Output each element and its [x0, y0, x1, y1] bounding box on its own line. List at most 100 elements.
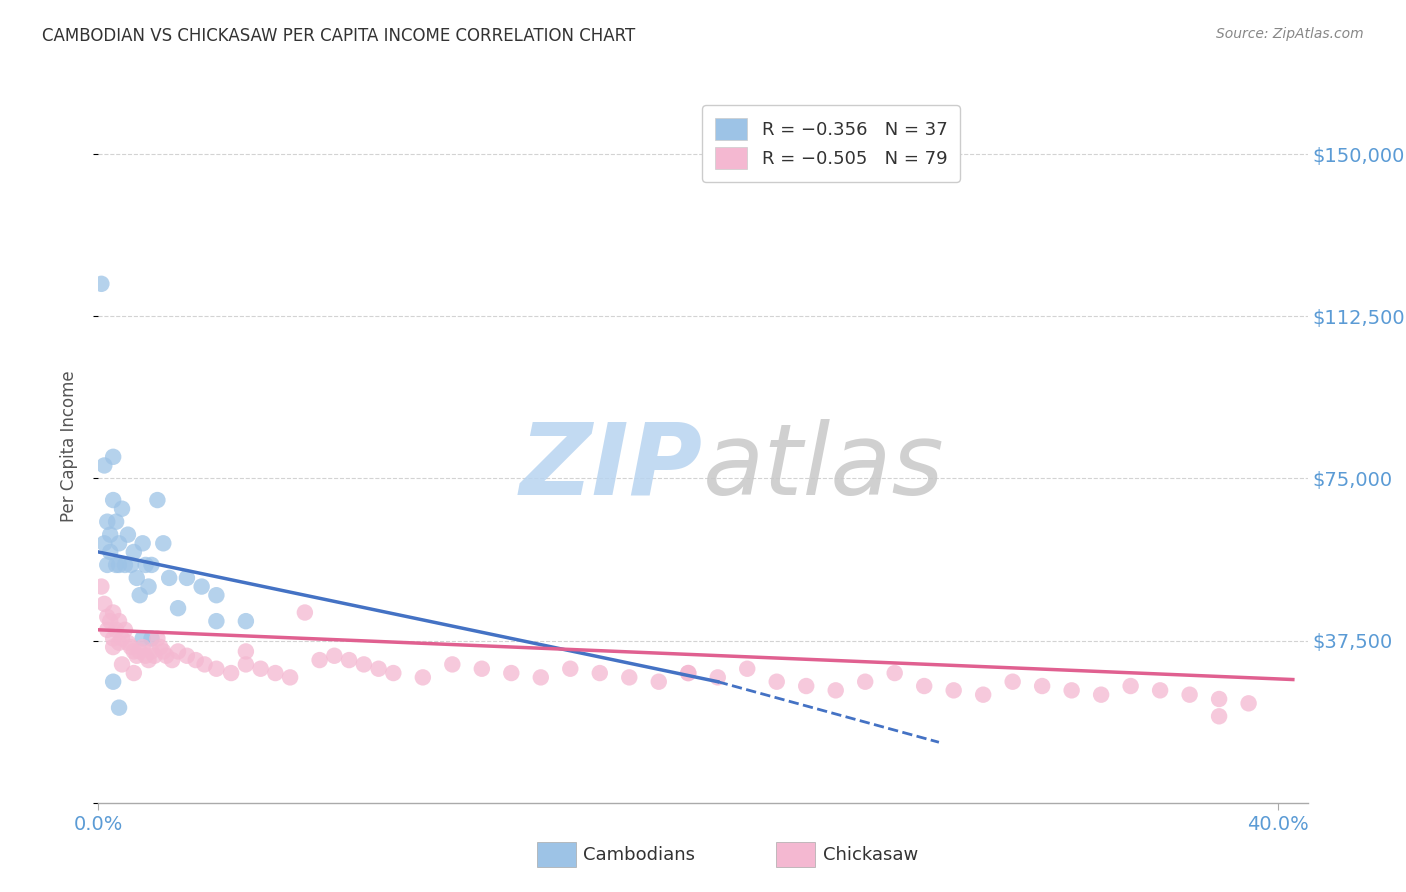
Point — [146, 493, 169, 508]
Point — [149, 640, 172, 654]
Point — [249, 662, 271, 676]
Point — [90, 580, 112, 594]
Point — [167, 644, 190, 658]
Point — [560, 662, 582, 676]
Point — [412, 670, 434, 684]
Point — [105, 515, 128, 529]
Point — [101, 450, 124, 464]
Point — [157, 571, 180, 585]
Point — [530, 670, 553, 684]
Point — [264, 666, 287, 681]
Point — [111, 501, 134, 516]
Point — [125, 648, 148, 663]
Point — [93, 458, 115, 473]
Point — [1060, 683, 1083, 698]
Point — [114, 623, 136, 637]
Point — [205, 588, 228, 602]
Point — [101, 632, 124, 646]
Point — [128, 644, 150, 658]
Point — [152, 644, 174, 658]
Point — [122, 644, 145, 658]
Point — [108, 614, 131, 628]
Point — [108, 636, 131, 650]
Point — [1208, 692, 1230, 706]
Point — [942, 683, 965, 698]
Point — [155, 648, 177, 663]
Point — [353, 657, 375, 672]
Text: CAMBODIAN VS CHICKASAW PER CAPITA INCOME CORRELATION CHART: CAMBODIAN VS CHICKASAW PER CAPITA INCOME… — [42, 27, 636, 45]
Point — [108, 536, 131, 550]
Point — [1001, 674, 1024, 689]
Point — [122, 545, 145, 559]
Point — [853, 674, 876, 689]
Point — [912, 679, 935, 693]
Point — [765, 674, 787, 689]
Point — [101, 674, 124, 689]
Point — [1208, 709, 1230, 723]
Point — [972, 688, 994, 702]
Point — [98, 527, 121, 541]
Point — [883, 666, 905, 681]
Point — [101, 493, 124, 508]
Point — [678, 666, 700, 681]
Point — [794, 679, 817, 693]
Text: ZIP: ZIP — [520, 419, 703, 516]
Point — [308, 653, 330, 667]
Point — [131, 640, 153, 654]
Point — [101, 606, 124, 620]
Point — [96, 558, 118, 572]
Point — [382, 666, 405, 681]
Point — [678, 666, 700, 681]
Point — [141, 558, 163, 572]
Point — [131, 536, 153, 550]
Point — [120, 640, 142, 654]
Point — [117, 527, 139, 541]
Point — [111, 632, 134, 646]
Point — [190, 580, 212, 594]
Point — [93, 536, 115, 550]
Point — [294, 606, 316, 620]
Point — [278, 670, 301, 684]
Point — [135, 648, 157, 663]
Point — [143, 648, 166, 663]
Text: Source: ZipAtlas.com: Source: ZipAtlas.com — [1216, 27, 1364, 41]
Point — [619, 670, 641, 684]
Point — [219, 666, 242, 681]
Point — [138, 580, 160, 594]
Point — [98, 545, 121, 559]
Point — [1237, 696, 1260, 710]
Point — [1178, 688, 1201, 702]
Point — [235, 657, 257, 672]
Point — [735, 662, 758, 676]
Point — [471, 662, 494, 676]
Point — [96, 610, 118, 624]
Point — [141, 632, 163, 646]
Point — [93, 597, 115, 611]
Point — [589, 666, 612, 681]
Point — [323, 648, 346, 663]
Point — [96, 515, 118, 529]
Point — [108, 700, 131, 714]
Point — [184, 653, 207, 667]
Point — [111, 657, 134, 672]
Point — [235, 614, 257, 628]
Point — [114, 558, 136, 572]
Point — [205, 614, 228, 628]
Point — [90, 277, 112, 291]
Point — [152, 536, 174, 550]
Point — [131, 632, 153, 646]
Point — [441, 657, 464, 672]
Point — [135, 558, 157, 572]
Point — [125, 571, 148, 585]
Point — [101, 640, 124, 654]
Point — [648, 674, 671, 689]
Point — [105, 558, 128, 572]
Point — [96, 623, 118, 637]
Point — [176, 648, 198, 663]
Point — [122, 666, 145, 681]
Point — [367, 662, 389, 676]
Point — [1149, 683, 1171, 698]
Text: Cambodians: Cambodians — [583, 846, 696, 863]
Point — [205, 662, 228, 676]
Legend: R = −0.356   N = 37, R = −0.505   N = 79: R = −0.356 N = 37, R = −0.505 N = 79 — [702, 105, 960, 182]
